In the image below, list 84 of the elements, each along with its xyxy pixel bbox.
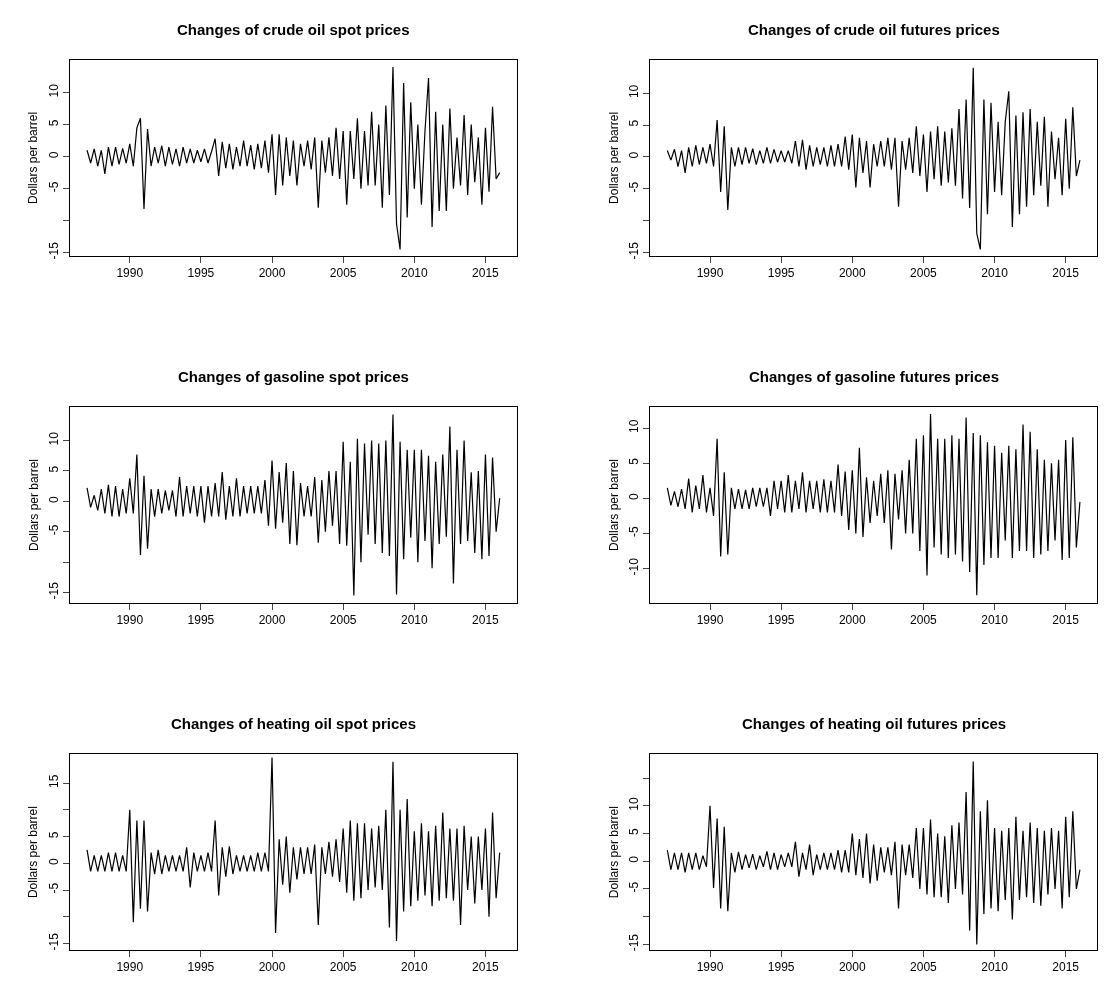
x-tick-label: 2005: [910, 960, 938, 975]
x-tick-label: 2010: [981, 266, 1009, 281]
x-tick-label: 2015: [472, 266, 500, 281]
x-tick-label: 1995: [187, 266, 215, 281]
x-tick-label: 1995: [187, 960, 215, 975]
x-tick-label: 2005: [329, 613, 357, 628]
x-tick-label: 2015: [1052, 960, 1080, 975]
x-tick-label: 1990: [116, 266, 144, 281]
y-axis-title: Dollars per barrel: [26, 458, 41, 552]
line-series: [666, 760, 1081, 946]
line-series: [86, 756, 501, 942]
y-tick-label: 0: [627, 151, 642, 159]
y-tick-label: 10: [627, 84, 642, 99]
x-tick-label: 2000: [258, 613, 286, 628]
chart-title: Changes of gasoline spot prices: [178, 368, 409, 385]
y-tick-label: 0: [627, 492, 642, 500]
x-tick-label: 2010: [981, 613, 1009, 628]
line-series: [86, 66, 501, 250]
y-tick-label: -5: [47, 181, 62, 193]
x-tick-label: 2000: [258, 960, 286, 975]
line-series: [666, 67, 1081, 251]
y-axis-title: Dollars per barrel: [606, 806, 621, 899]
x-tick-label: 1995: [187, 613, 215, 628]
x-tick-label: 2005: [329, 266, 357, 281]
chart-title: Changes of crude oil spot prices: [177, 21, 410, 38]
x-tick-label: 2000: [838, 613, 866, 628]
x-tick-label: 2015: [472, 613, 500, 628]
y-axis-title: Dollars per barrel: [26, 806, 41, 899]
x-tick-label: 2005: [910, 266, 938, 281]
x-tick-label: 1990: [696, 613, 724, 628]
y-tick-label: 5: [627, 828, 642, 836]
y-tick-label: 10: [627, 419, 642, 434]
x-tick-label: 2015: [1052, 613, 1080, 628]
x-tick-label: 2010: [400, 613, 428, 628]
x-tick-label: 2010: [400, 266, 428, 281]
y-tick-label: 0: [47, 151, 62, 159]
x-tick-label: 2015: [1052, 266, 1080, 281]
chart-title: Changes of heating oil futures prices: [742, 715, 1007, 732]
y-tick-label: 5: [47, 465, 62, 473]
y-tick-label: 10: [627, 796, 642, 811]
y-tick-label: -5: [47, 882, 62, 894]
x-tick-label: 2005: [329, 960, 357, 975]
x-tick-label: 1995: [767, 266, 795, 281]
chart-title: Changes of crude oil futures prices: [748, 21, 1000, 38]
y-tick-label: -15: [47, 241, 62, 260]
x-tick-label: 2015: [472, 960, 500, 975]
y-tick-label: 15: [47, 774, 62, 788]
y-tick-label: 5: [47, 831, 62, 839]
x-tick-label: 1995: [767, 613, 795, 628]
y-tick-label: 5: [627, 119, 642, 127]
y-tick-label: 0: [627, 855, 642, 863]
y-tick-label: -15: [47, 581, 62, 600]
y-tick-label: 10: [47, 83, 62, 98]
chart-title: Changes of gasoline futures prices: [749, 368, 1000, 385]
y-tick-label: -15: [47, 932, 62, 951]
y-tick-label: -5: [47, 524, 62, 536]
line-series: [666, 413, 1081, 596]
line-series: [86, 413, 501, 597]
x-tick-label: 2000: [838, 960, 866, 975]
y-tick-label: -15: [627, 933, 642, 952]
y-tick-label: 5: [47, 119, 62, 127]
x-tick-label: 1990: [116, 960, 144, 975]
x-tick-label: 2000: [838, 266, 866, 281]
y-axis-title: Dollars per barrel: [606, 458, 621, 552]
y-tick-label: -5: [627, 525, 642, 537]
y-tick-label: 0: [47, 495, 62, 503]
y-tick-label: 0: [47, 857, 62, 865]
x-tick-label: 2010: [400, 960, 428, 975]
x-tick-label: 1990: [116, 613, 144, 628]
x-tick-label: 1990: [696, 266, 724, 281]
y-tick-label: -10: [627, 557, 642, 576]
x-tick-label: 1990: [696, 960, 724, 975]
chart-title: Changes of heating oil spot prices: [171, 715, 417, 732]
x-tick-label: 2005: [910, 613, 938, 628]
y-axis-title: Dollars per barrel: [26, 111, 41, 204]
y-tick-label: 10: [47, 431, 62, 446]
y-tick-label: 5: [627, 457, 642, 465]
y-tick-label: -5: [627, 181, 642, 193]
y-tick-label: -5: [627, 881, 642, 893]
y-tick-label: -15: [627, 241, 642, 260]
x-tick-label: 1995: [767, 960, 795, 975]
y-axis-title: Dollars per barrel: [606, 111, 621, 204]
x-tick-label: 2010: [981, 960, 1009, 975]
x-tick-label: 2000: [258, 266, 286, 281]
